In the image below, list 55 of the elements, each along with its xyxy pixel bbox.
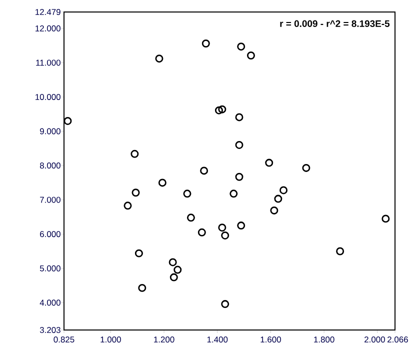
point: [265, 158, 274, 167]
point: [198, 228, 206, 236]
point: [382, 214, 390, 223]
point: [237, 222, 246, 230]
point: [138, 284, 146, 292]
annotation: r = 0.009 - r^2 = 8.193E-5: [280, 20, 390, 28]
y-tick-label: 6.000: [40, 231, 60, 238]
point: [200, 166, 208, 175]
point: [155, 54, 164, 63]
x-tick-label: 2.066: [388, 336, 408, 343]
x-tick-label: 1.400: [207, 336, 228, 343]
point: [221, 231, 230, 240]
x-tick-label: 1.600: [260, 336, 281, 343]
point: [302, 164, 310, 172]
point: [124, 202, 132, 210]
point: [235, 113, 244, 122]
point: [64, 116, 72, 125]
point: [270, 206, 278, 214]
y-tick-label: 3.203: [40, 327, 60, 333]
y-tick-label: 7.000: [40, 196, 60, 203]
point: [158, 178, 166, 187]
y-tick-label: 4.000: [40, 300, 60, 306]
point: [132, 188, 140, 197]
y-tick-label: 9.000: [40, 128, 60, 134]
point: [130, 150, 139, 158]
point: [134, 249, 143, 258]
point: [230, 190, 238, 198]
y-tick-label: 12.479: [36, 9, 60, 15]
y-tick-label: 10.000: [36, 94, 60, 100]
y-tick-label: 8.000: [40, 162, 60, 169]
point: [186, 214, 195, 222]
point: [237, 42, 246, 51]
point: [218, 105, 226, 114]
y-tick-label: 5.000: [40, 265, 60, 272]
x-tick-label: 1.000: [100, 336, 121, 343]
point: [235, 140, 244, 149]
x-tick-label: 1.800: [314, 336, 334, 343]
point: [280, 186, 288, 194]
point: [170, 273, 178, 282]
point: [274, 194, 282, 203]
point: [202, 40, 210, 48]
y-tick-label: 12.000: [36, 25, 60, 32]
y-tick-label: 11.000: [36, 60, 60, 66]
x-tick-label: 0.825: [54, 336, 74, 343]
point: [183, 190, 192, 198]
x-tick-label: 2.000: [364, 336, 385, 343]
point: [235, 172, 244, 181]
point: [174, 266, 182, 274]
x-tick-label: 1.200: [154, 336, 174, 343]
point: [218, 224, 226, 232]
point: [214, 106, 223, 114]
point: [336, 247, 344, 256]
point: [221, 300, 230, 308]
point: [168, 258, 177, 266]
point: [246, 52, 255, 60]
